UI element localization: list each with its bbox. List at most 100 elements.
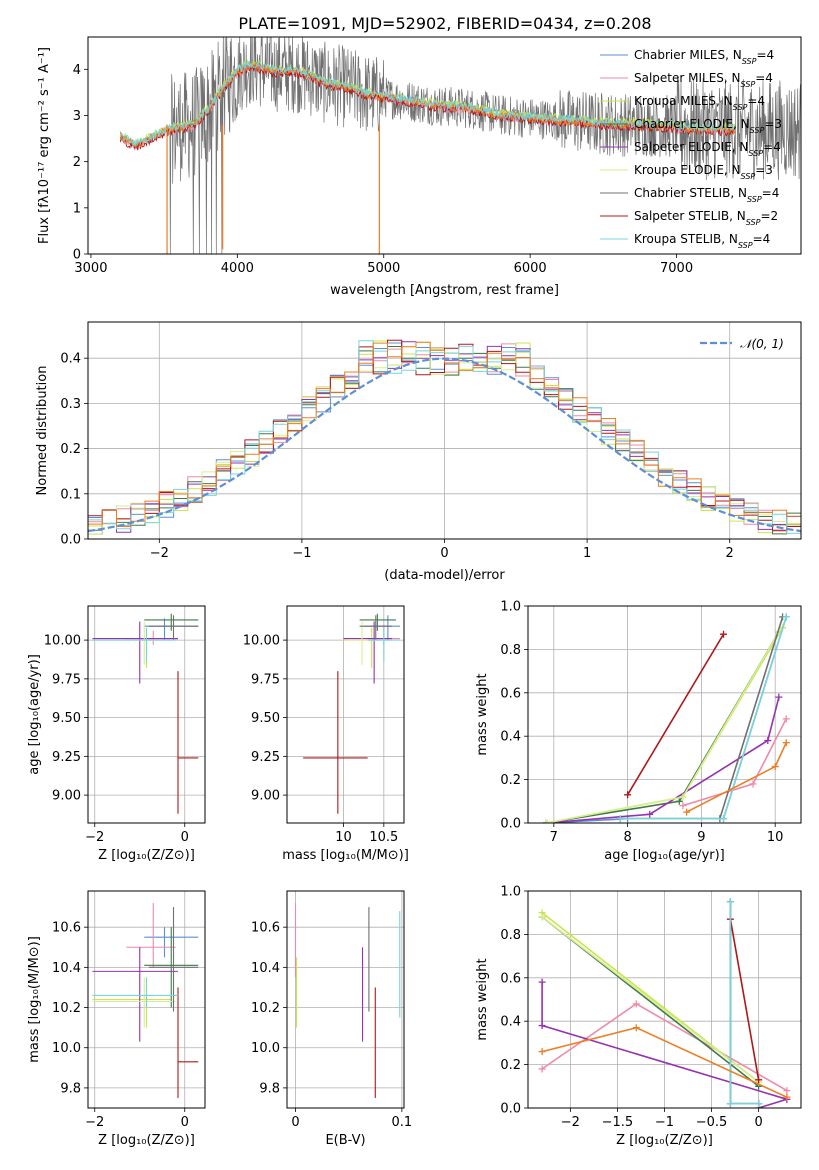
weight-marker [632,1024,640,1032]
panel-spectrum: 3000 4000 5000 6000 7000 0 1 2 3 4 wavelength [Ang… [37,36,802,298]
weight-marker [755,1100,763,1108]
axes-frame [87,321,802,540]
plot-area [303,613,400,814]
legend-label: Chabrier ELODIE, NSSP=3 [634,117,782,135]
legend: Chabrier MILES, NSSP=4 Salpeter MILES, NS… [600,48,782,250]
x-tick-label: 0 [440,546,448,561]
weight-marker [783,1093,791,1101]
x-tick-label: 10.5 [369,830,398,845]
x-tick-label: −2 [150,546,169,561]
weight-marker [646,810,654,818]
y-tick-label: 0.2 [500,1058,521,1073]
x-tick-label: 0 [181,830,189,845]
weight-marker [749,780,757,788]
y-axis-label: Normed distribution [35,366,50,496]
y-tick-label: 10.2 [52,1001,81,1016]
x-axis-label: wavelength [Angstrom, rest frame] [330,283,559,298]
plot-area [88,339,801,535]
x-tick-label: 9 [697,830,705,845]
weight-marker [783,1087,791,1095]
weight-marker [542,819,550,823]
axes-frame [527,890,802,1109]
weight-marker [538,1048,546,1056]
y-tick-label: 0.6 [500,686,521,701]
x-tick-label: 7 [550,830,558,845]
y-tick-label: 0.8 [500,928,521,943]
x-tick-label: 3000 [74,261,107,276]
y-tick-label: 0.1 [60,487,81,502]
x-tick-label: 1 [583,546,591,561]
plot-area [538,898,791,1108]
x-axis-label: mass [log₁₀(M/M⊙)] [282,848,409,863]
weight-marker [720,815,728,823]
x-tick-label: 2 [726,546,734,561]
weight-marker [782,739,790,747]
y-tick-label: 0.3 [60,397,81,412]
x-axis-label: Z [log₁₀(Z/Z⊙)] [616,1133,713,1148]
y-tick-label: 10.4 [251,961,280,976]
y-tick-label: 10.00 [44,634,81,649]
weight-marker [616,815,624,823]
y-tick-label: 4 [73,63,81,78]
axes-frame [87,605,206,824]
axes-frame [286,605,405,824]
weight-line [546,696,780,823]
figure-title: PLATE=1091, MJD=52902, FIBERID=0434, z=0… [238,14,651,33]
legend-label: Salpeter STELIB, NSSP=2 [634,209,778,227]
y-tick-label: 9.00 [251,789,280,804]
axes-frame [87,36,802,255]
weight-line [620,616,787,820]
weight-marker [538,978,546,986]
x-tick-label: −0.5 [696,1115,728,1130]
y-axis-label: age [log₁₀(age/yr)] [27,654,42,775]
weight-marker [771,763,779,771]
x-axis-label: E(B-V) [325,1133,365,1148]
y-tick-label: 0.6 [500,971,521,986]
x-axis-label: Z [log₁₀(Z/Z⊙)] [98,1133,195,1148]
plot-area [542,613,790,823]
panel-mass_vs_Z: −2 0 9.8 10.0 10.2 10.4 10.6 Z [log₁₀(Z/Z⊙)] mas… [27,890,206,1148]
x-tick-label: 10 [335,830,352,845]
y-tick-label: 1.0 [500,885,521,900]
x-tick-label: 0 [754,1115,762,1130]
y-tick-label: 9.50 [52,711,81,726]
weight-marker [726,1100,734,1108]
weight-line [546,627,784,823]
weight-marker [782,715,790,723]
x-tick-label: −1 [292,546,311,561]
legend-label: Salpeter MILES, NSSP=4 [634,71,773,89]
weight-marker [538,1065,546,1073]
y-tick-label: 0 [73,248,81,263]
y-axis-label: Flux [fλ10⁻¹⁷ erg cm⁻² s⁻¹ A⁻¹] [37,47,52,244]
weight-marker [782,613,790,621]
y-tick-label: 0.0 [500,817,521,832]
y-tick-label: 10.6 [52,921,81,936]
plot-area [92,613,199,814]
y-tick-label: 10.0 [251,1041,280,1056]
weight-line [546,631,780,823]
weight-marker [775,693,783,701]
y-tick-label: 0.2 [500,773,521,788]
weight-line [546,631,780,823]
normal-reference-curve [88,357,801,533]
y-tick-label: 9.25 [251,750,280,765]
legend-label: Kroupa ELODIE, NSSP=3 [634,163,773,181]
weight-line [626,633,725,796]
y-tick-label: 10.6 [251,921,280,936]
weight-marker [679,793,687,801]
weight-marker [538,1022,546,1030]
panel-weight_vs_Z: −2 −1.5 −1 −0.5 0 0.0 0.2 0.4 0.6 0.8 1.0 Z [log₁₀(… [475,885,802,1148]
y-tick-label: 1.0 [500,600,521,615]
x-tick-label: 7000 [660,261,693,276]
x-tick-label: 10 [767,830,784,845]
y-tick-label: 9.75 [52,672,81,687]
weight-marker [632,1000,640,1008]
y-tick-label: 0.0 [500,1102,521,1117]
weight-marker [679,802,687,810]
weight-marker [764,737,772,745]
observed-spectrum [119,37,801,254]
histogram-step [88,341,801,527]
model-spectrum [119,60,736,147]
axes-frame [286,890,405,1109]
